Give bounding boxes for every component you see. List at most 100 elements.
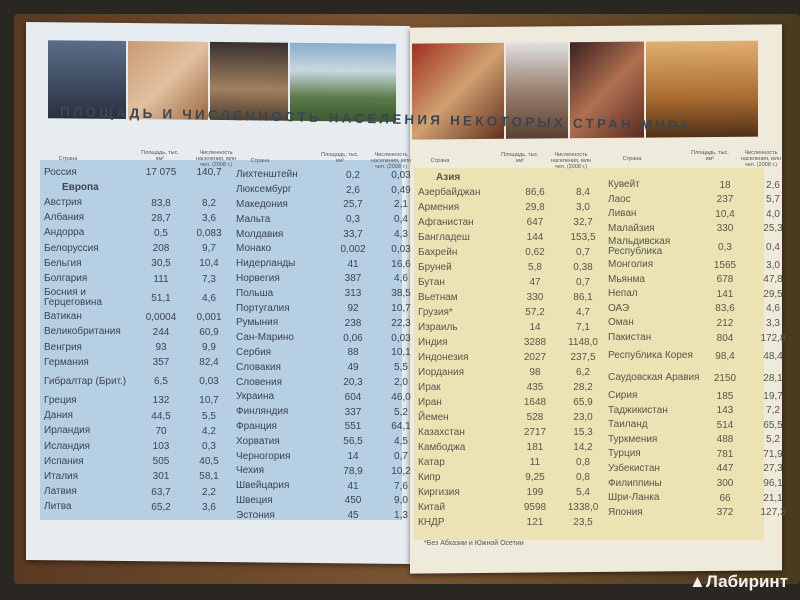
cell-name: Монако bbox=[236, 243, 272, 255]
cell-name: Дания bbox=[44, 410, 73, 422]
cell-pop: 2,0 bbox=[394, 377, 408, 389]
cell-name: Франция bbox=[236, 420, 277, 432]
table-row: Албания 28,7 3,6 bbox=[44, 211, 234, 226]
cell-pop: 6,2 bbox=[576, 367, 590, 378]
table-row: Гибралтар (Брит.) 6,5 0,03 bbox=[44, 370, 234, 393]
cell-area: 313 bbox=[344, 288, 362, 300]
table-row: Малайзия 330 25,3 bbox=[608, 222, 798, 237]
cell-name: Оман bbox=[608, 317, 634, 329]
cell-pop: 0,083 bbox=[196, 227, 222, 239]
cell-name: Кипр bbox=[418, 471, 441, 483]
cell-area: 450 bbox=[344, 495, 362, 507]
cell-area: 330 bbox=[526, 292, 544, 303]
cell-name: Гибралтар (Брит.) bbox=[44, 375, 127, 387]
cell-pop: 3,0 bbox=[766, 259, 780, 271]
cell-area: 9,25 bbox=[525, 472, 545, 483]
table-column-4: Кувейт 18 2,6 Лаос 237 5,7 Ливан 10,4 4,0 Малайзи… bbox=[608, 178, 798, 520]
cell-pop: 172,8 bbox=[760, 332, 786, 344]
cell-area: 98 bbox=[529, 367, 541, 378]
cell-area: 20,3 bbox=[343, 377, 363, 389]
table-row: Греция 132 10,7 bbox=[44, 393, 234, 408]
cell-name: Белоруссия bbox=[44, 242, 99, 254]
cell-name: Япония bbox=[608, 506, 643, 518]
table-row: Монако 0,002 0,03 bbox=[236, 242, 426, 257]
cell-area: 1565 bbox=[713, 259, 737, 271]
cell-area: 2,6 bbox=[346, 184, 360, 196]
cell-name: Словения bbox=[236, 376, 283, 388]
cell-name: Швеция bbox=[236, 494, 273, 506]
cell-area: 199 bbox=[526, 487, 544, 498]
cell-area: 0,06 bbox=[343, 332, 363, 344]
header-population: Численность населения, млн чел. (2008 г.… bbox=[550, 152, 592, 170]
cell-area: 103 bbox=[152, 441, 170, 453]
cell-area: 337 bbox=[344, 406, 362, 418]
cell-pop: 0,38 bbox=[573, 262, 593, 273]
cell-area: 447 bbox=[716, 463, 734, 475]
cell-area: 0,0004 bbox=[145, 311, 177, 323]
cell-name: Австрия bbox=[44, 197, 83, 209]
cell-name: Афганистан bbox=[418, 216, 474, 228]
cell-name: Азербайджан bbox=[418, 186, 481, 198]
cell-area: 647 bbox=[526, 217, 544, 228]
table-row: Шри-Ланка 66 21,1 bbox=[608, 491, 798, 506]
cell-area: 66 bbox=[719, 492, 731, 504]
header-population: Численность населения, млн чел. (2008 г.… bbox=[740, 150, 782, 168]
cell-pop: 65,5 bbox=[763, 419, 783, 431]
cell-area: 372 bbox=[716, 507, 734, 519]
table-row: Кипр 9,25 0,8 bbox=[418, 470, 608, 485]
cell-pop: 10,4 bbox=[199, 258, 219, 270]
cell-name: Мальта bbox=[236, 213, 271, 225]
cell-area: 781 bbox=[716, 448, 734, 460]
cell-name: Португалия bbox=[236, 302, 290, 314]
cell-pop: 5,2 bbox=[766, 434, 780, 446]
cell-pop: 7,1 bbox=[576, 322, 590, 333]
cell-pop: 64,1 bbox=[391, 421, 411, 433]
cell-area: 514 bbox=[716, 419, 734, 431]
cell-pop: 40,5 bbox=[199, 456, 219, 468]
table-row: Ливан 10,4 4,0 bbox=[608, 207, 798, 222]
cell-area: 208 bbox=[152, 243, 170, 255]
cell-name: Турция bbox=[608, 448, 641, 460]
cell-pop: 0,4 bbox=[766, 241, 780, 253]
cell-area: 88 bbox=[347, 347, 359, 359]
cell-name: Таиланд bbox=[608, 419, 648, 431]
cell-name: Норвегия bbox=[236, 272, 280, 284]
cell-pop: 3,3 bbox=[766, 317, 780, 329]
cell-pop: 7,3 bbox=[202, 273, 216, 285]
cell-pop: 5,5 bbox=[394, 362, 408, 374]
cell-pop: 16,6 bbox=[391, 258, 411, 270]
cell-name: Сан-Марино bbox=[236, 332, 294, 344]
cell-pop: 0,001 bbox=[196, 311, 222, 323]
cell-pop: 2,2 bbox=[202, 486, 216, 498]
table-row: Великобритания 244 60,9 bbox=[44, 325, 234, 340]
table-row: Киргизия 199 5,4 bbox=[418, 485, 608, 500]
cell-area: 30,5 bbox=[151, 258, 171, 270]
cell-area: 93 bbox=[155, 342, 167, 354]
cell-pop: 10,2 bbox=[391, 465, 411, 477]
cell-pop: 38,5 bbox=[391, 288, 411, 300]
cell-pop: 140,7 bbox=[196, 167, 222, 179]
table-row: Португалия 92 10,7 bbox=[236, 301, 426, 316]
cell-name: Греция bbox=[44, 394, 77, 406]
cell-pop: 3,6 bbox=[202, 212, 216, 224]
cell-pop: 5,2 bbox=[394, 406, 408, 418]
table-row: Азербайджан 86,6 8,4 bbox=[418, 185, 608, 200]
cell-pop: 4,7 bbox=[576, 307, 590, 318]
cell-area: 185 bbox=[716, 390, 734, 402]
table-row: Бутан 47 0,7 bbox=[418, 275, 608, 290]
table-row: Эстония 45 1,3 bbox=[236, 508, 426, 523]
cell-pop: 4,2 bbox=[202, 425, 216, 437]
cell-area: 11 bbox=[529, 457, 541, 468]
cell-pop: 2,1 bbox=[394, 199, 408, 211]
cell-name: Киргизия bbox=[418, 486, 460, 498]
cell-area: 14 bbox=[529, 322, 541, 333]
cell-name: Босния и Герцеговина bbox=[44, 287, 103, 309]
cell-area: 29,8 bbox=[525, 202, 545, 213]
table-row: Мьянма 678 47,8 bbox=[608, 273, 798, 288]
cell-pop: 47,8 bbox=[763, 274, 783, 286]
cell-area: 49 bbox=[347, 362, 359, 374]
cell-pop: 82,4 bbox=[199, 357, 219, 369]
cell-name: Азия bbox=[436, 171, 461, 183]
cell-pop: 15,3 bbox=[573, 427, 593, 438]
table-row: Молдавия 33,7 4,3 bbox=[236, 227, 426, 242]
